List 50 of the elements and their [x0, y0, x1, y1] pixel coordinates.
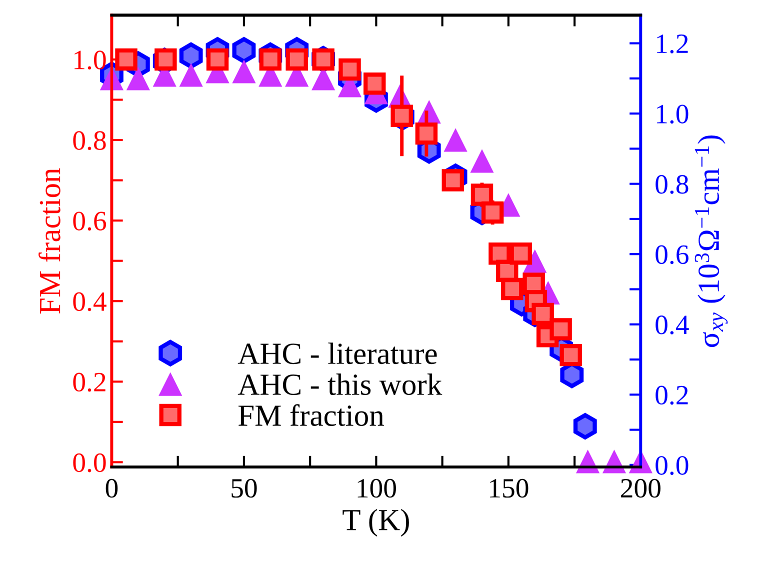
y2-tick-label: 1.0 — [657, 104, 688, 124]
y-tick-label: 0.6 — [73, 212, 106, 231]
point — [364, 72, 386, 95]
y2-tick-label: 1.2 — [657, 34, 688, 54]
legend-label: AHC - this work — [238, 374, 442, 396]
point — [312, 48, 334, 71]
point — [259, 48, 282, 71]
point — [286, 48, 308, 71]
point — [206, 48, 229, 71]
x-tick-label: 0 — [106, 478, 118, 498]
y-tick-label: 0.8 — [73, 131, 106, 150]
y2-tick-label: 0.2 — [656, 386, 688, 405]
point — [442, 169, 464, 192]
x-tick-label: 200 — [621, 478, 660, 498]
point — [560, 344, 582, 366]
point — [415, 122, 438, 145]
x-tick-label: 100 — [358, 478, 396, 498]
point — [510, 242, 532, 265]
text: 0.0 — [73, 453, 106, 472]
y2-tick-label: 0.0 — [656, 456, 688, 475]
x-tick-label: 150 — [490, 478, 528, 498]
y2-tick-label: 0.4 — [656, 316, 689, 334]
point — [232, 60, 256, 84]
legend-label: FM fraction — [238, 404, 384, 426]
y-tick-label: 0.2 — [73, 372, 106, 392]
point — [550, 318, 572, 340]
point — [444, 128, 468, 152]
point — [481, 201, 504, 224]
point — [126, 66, 150, 90]
x-axis-title: T (K) — [342, 508, 409, 537]
point — [501, 278, 524, 300]
point — [390, 104, 413, 127]
y2-tick-label: 0.8 — [656, 174, 688, 194]
text: σ$_{xy}$ (10$^{3}$Ω$^{−1}$cm$^{−1}$) — [694, 136, 728, 348]
point — [232, 37, 256, 64]
point — [532, 302, 554, 326]
point — [179, 42, 203, 69]
y-axis-title: FM fraction — [38, 168, 60, 314]
point — [470, 149, 494, 173]
point — [179, 63, 203, 87]
point — [470, 184, 494, 206]
legend-label: AHC - literature — [238, 342, 437, 364]
x-tick-label: 50 — [232, 478, 257, 498]
y-tick-label: 0.4 — [73, 292, 106, 312]
point — [573, 413, 597, 440]
point — [338, 58, 361, 81]
y-tick-label: 1.0 — [74, 50, 106, 70]
point — [154, 48, 177, 71]
point — [115, 48, 138, 71]
y2-tick-label: 0.6 — [656, 245, 688, 264]
